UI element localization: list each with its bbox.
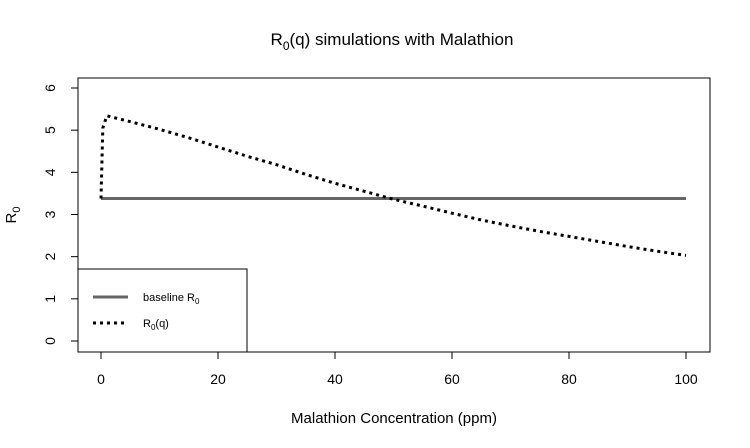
legend-label-rq-rest: (q) [155, 318, 168, 330]
legend-label-rq-subscript: 0 [151, 323, 156, 332]
x-axis: 0 20 40 60 80 100 [97, 351, 698, 387]
x-tick-label-60: 60 [444, 371, 460, 387]
x-tick-label-100: 100 [674, 371, 698, 387]
chart-title: R0(q) simulations with Malathion [271, 30, 514, 53]
legend-label-baseline: baseline R0 [143, 292, 200, 306]
x-tick-label-80: 80 [561, 371, 577, 387]
y-tick-label-1: 1 [42, 295, 58, 303]
y-axis-title-main: R [3, 212, 20, 223]
series-line-rq [99, 114, 687, 257]
y-tick-label-2: 2 [42, 253, 58, 261]
y-axis-title: R0 [3, 207, 23, 224]
legend: baseline R0 R0(q) [77, 268, 248, 353]
chart-title-main: R [271, 30, 283, 49]
legend-label-baseline-main: baseline R [143, 292, 195, 304]
legend-box [77, 268, 248, 353]
legend-label-rq: R0(q) [143, 318, 169, 332]
chart-title-subscript: 0 [283, 39, 290, 53]
x-tick-label-40: 40 [327, 371, 343, 387]
x-tick-label-20: 20 [210, 371, 226, 387]
legend-label-rq-main: R [143, 318, 151, 330]
legend-label-baseline-subscript: 0 [195, 297, 200, 306]
y-axis-title-subscript: 0 [11, 207, 23, 213]
y-tick-label-4: 4 [42, 168, 58, 176]
x-tick-label-0: 0 [97, 371, 105, 387]
chart-title-rest: (q) simulations with Malathion [290, 30, 514, 49]
x-axis-title: Malathion Concentration (ppm) [291, 410, 497, 427]
y-tick-label-5: 5 [42, 126, 58, 134]
y-tick-label-3: 3 [42, 210, 58, 218]
y-tick-label-0: 0 [42, 337, 58, 345]
series-layer [99, 114, 687, 257]
y-tick-label-6: 6 [42, 84, 58, 92]
y-axis: 0 1 2 3 4 5 6 [42, 84, 79, 345]
